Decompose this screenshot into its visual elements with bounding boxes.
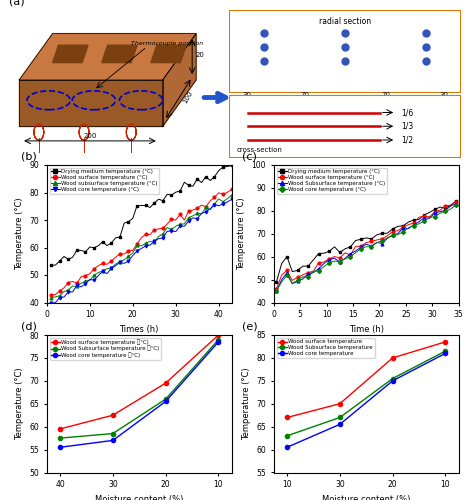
Wood core temperature （°C): [57, 444, 63, 450]
Polygon shape: [19, 80, 163, 126]
Wood core temperature （°C): [163, 398, 168, 404]
Polygon shape: [163, 34, 196, 126]
Wood surface temperature （°C): [57, 426, 63, 432]
Text: 30: 30: [242, 92, 251, 98]
Wood Subsurface temperature: [443, 348, 448, 354]
Line: Wood surface temperature （°C): Wood surface temperature （°C): [58, 333, 220, 431]
Legend: Drying medium temperature (°C), Wood surface temperature (°C), Wood Subsurface t: Drying medium temperature (°C), Wood sur…: [277, 168, 387, 194]
Text: (d): (d): [21, 322, 37, 332]
Wood core temperature （°C): [110, 438, 116, 444]
Line: Wood Subsurface temperature （°C): Wood Subsurface temperature （°C): [58, 338, 220, 440]
Wood core temperature （°C): [216, 339, 221, 345]
Wood surface temperature （°C): [163, 380, 168, 386]
Text: (c): (c): [242, 152, 257, 162]
X-axis label: Moisture content (%): Moisture content (%): [95, 494, 183, 500]
Polygon shape: [102, 45, 137, 62]
Wood Subsurface temperature: [390, 376, 395, 382]
Wood surface temperature （°C): [110, 412, 116, 418]
Wood Subsurface temperature: [337, 414, 343, 420]
Wood core temperature: [284, 444, 290, 450]
Text: 70: 70: [381, 92, 390, 98]
Text: 1/6: 1/6: [401, 108, 413, 117]
Line: Wood Subsurface temperature: Wood Subsurface temperature: [285, 349, 447, 438]
Wood Subsurface temperature （°C): [216, 336, 221, 342]
X-axis label: Time (h): Time (h): [349, 324, 384, 334]
Text: (b): (b): [21, 152, 37, 162]
Text: cross-section: cross-section: [236, 146, 282, 152]
Wood core temperature: [390, 378, 395, 384]
Wood surface temperature: [390, 355, 395, 361]
Line: Wood core temperature （°C): Wood core temperature （°C): [58, 340, 220, 450]
Text: Thermocouple position: Thermocouple position: [131, 42, 204, 46]
Polygon shape: [19, 34, 196, 80]
Y-axis label: Temperature (°C): Temperature (°C): [15, 368, 24, 440]
Wood surface temperature: [337, 401, 343, 407]
Line: Wood core temperature: Wood core temperature: [285, 351, 447, 450]
Y-axis label: Temperature (°C): Temperature (°C): [237, 198, 246, 270]
Wood Subsurface temperature （°C): [110, 430, 116, 436]
Wood Subsurface temperature: [284, 433, 290, 439]
Y-axis label: Temperature (°C): Temperature (°C): [15, 198, 24, 270]
Wood surface temperature （°C): [216, 332, 221, 338]
Text: 20: 20: [196, 52, 205, 58]
Text: (a): (a): [9, 0, 25, 6]
Text: 200: 200: [83, 133, 96, 139]
Legend: Drying medium temperature (°C), Wood surface temperature (°C), Wood subsurface t: Drying medium temperature (°C), Wood sur…: [50, 168, 160, 194]
Wood core temperature: [337, 422, 343, 428]
Text: radial section: radial section: [319, 16, 371, 26]
Text: 1/2: 1/2: [401, 136, 413, 144]
Polygon shape: [52, 45, 88, 62]
Y-axis label: Temperature (°C): Temperature (°C): [242, 368, 251, 440]
Wood core temperature: [443, 350, 448, 356]
Wood Subsurface temperature （°C): [57, 435, 63, 441]
X-axis label: Times (h): Times (h): [119, 324, 159, 334]
X-axis label: Moisture content (%): Moisture content (%): [322, 494, 410, 500]
Text: (e): (e): [242, 322, 258, 332]
Text: 1/3: 1/3: [401, 122, 413, 130]
Legend: Wood surface temperature, Wood Subsurface temperature, Wood core temperature: Wood surface temperature, Wood Subsurfac…: [277, 338, 374, 358]
Text: 30: 30: [439, 92, 448, 98]
Text: 100: 100: [182, 90, 194, 104]
Wood Subsurface temperature （°C): [163, 396, 168, 402]
Text: 70: 70: [300, 92, 309, 98]
Polygon shape: [151, 45, 186, 62]
Wood surface temperature: [443, 339, 448, 345]
Wood surface temperature: [284, 414, 290, 420]
Line: Wood surface temperature: Wood surface temperature: [285, 340, 447, 419]
Legend: Wood surface temperature （°C), Wood Subsurface temperature （°C), Wood core tempe: Wood surface temperature （°C), Wood Subs…: [50, 338, 161, 359]
